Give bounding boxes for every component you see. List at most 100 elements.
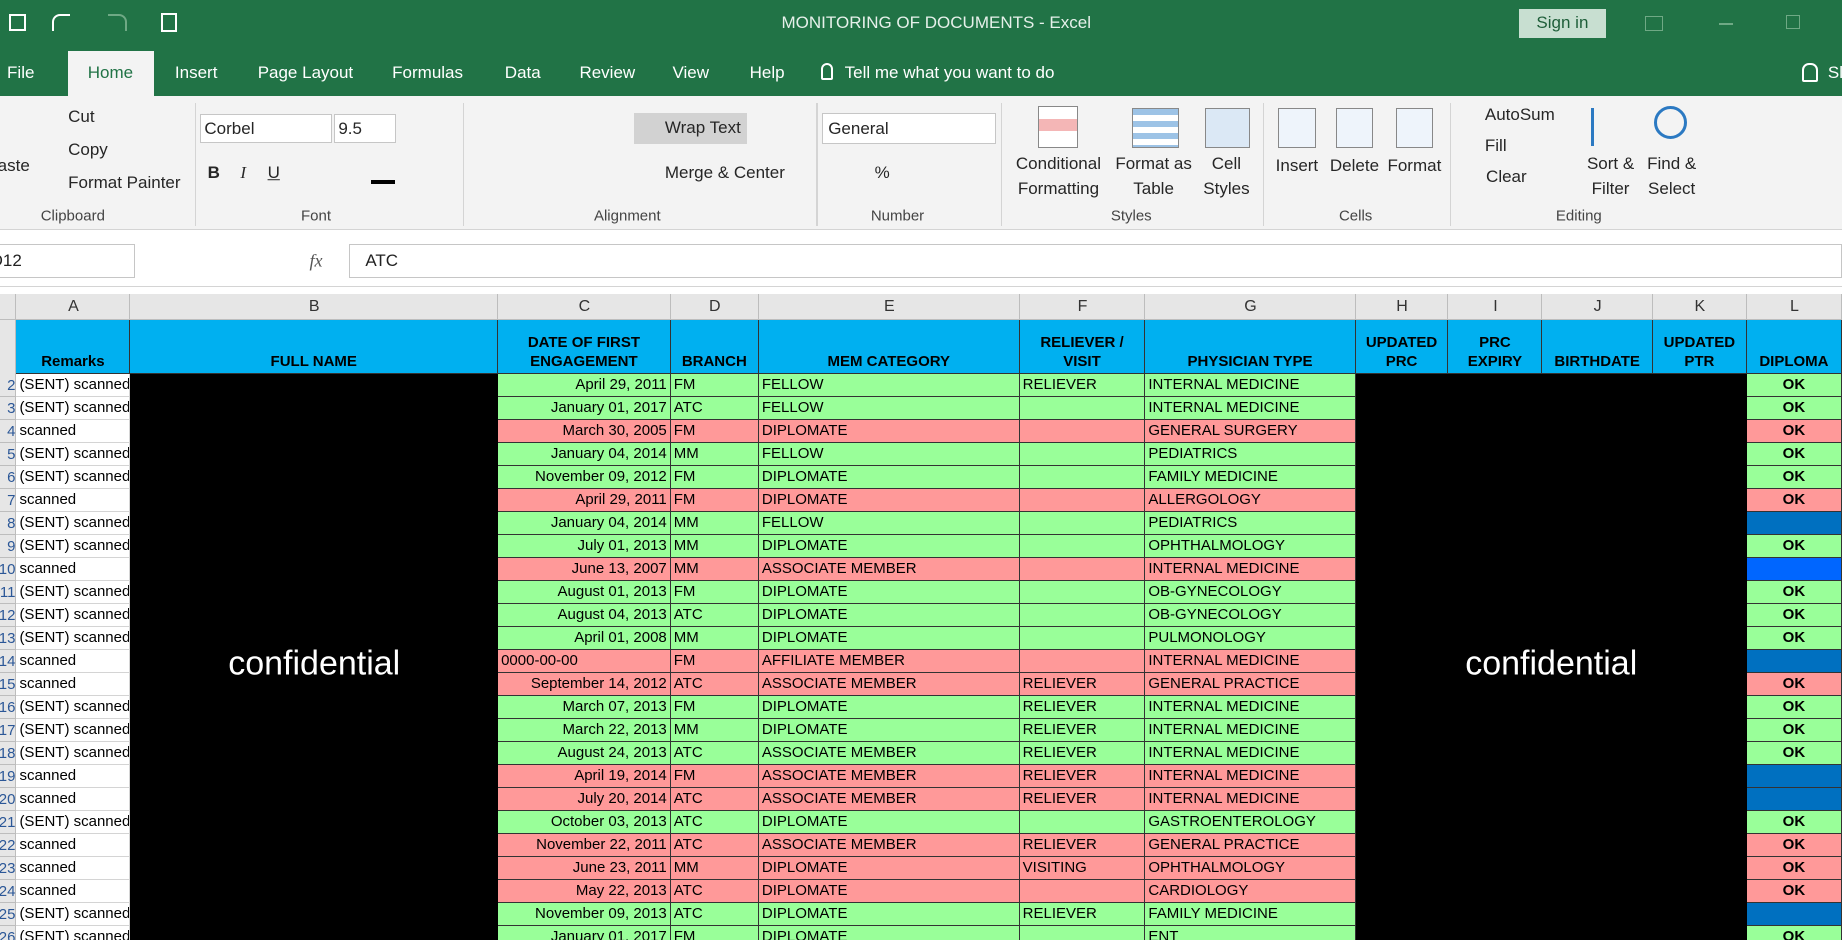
select-all-corner[interactable] bbox=[0, 293, 17, 320]
cell: scanned bbox=[16, 649, 131, 673]
redo-icon[interactable] bbox=[108, 14, 127, 31]
column-header[interactable] bbox=[1542, 293, 1653, 320]
cell: INTERNAL MEDICINE bbox=[1145, 741, 1356, 765]
column-header[interactable] bbox=[1746, 293, 1842, 320]
row-number: 20 bbox=[0, 788, 17, 812]
name-box[interactable] bbox=[0, 244, 136, 279]
column-header[interactable] bbox=[498, 293, 671, 320]
autosum-button[interactable]: AutoSum bbox=[1484, 105, 1555, 125]
bold-button[interactable]: B bbox=[207, 162, 220, 182]
copy-button[interactable]: Copy bbox=[68, 140, 108, 160]
find-select-button[interactable]: Select bbox=[1648, 179, 1696, 199]
column-header[interactable] bbox=[1355, 293, 1449, 320]
font-name-box[interactable] bbox=[199, 113, 333, 144]
formula-input[interactable] bbox=[348, 244, 1842, 279]
name-box-text[interactable]: D12 bbox=[0, 251, 22, 271]
number-format-box[interactable] bbox=[822, 112, 997, 145]
cell: May 22, 2013 bbox=[498, 880, 671, 904]
ribbon-tab[interactable]: Home bbox=[87, 63, 134, 83]
fill-button[interactable]: Fill bbox=[1484, 135, 1507, 155]
row-number-text: 14 bbox=[0, 652, 16, 670]
undo-icon[interactable] bbox=[51, 14, 71, 31]
confidential-block bbox=[1355, 373, 1747, 940]
cell: DIPLOMATE bbox=[758, 488, 1020, 512]
column-header[interactable] bbox=[670, 293, 759, 320]
ribbon-tab[interactable]: File bbox=[7, 63, 35, 83]
column-header[interactable] bbox=[16, 293, 131, 320]
cell: DIPLOMATE bbox=[758, 695, 1020, 719]
function-button[interactable]: fx bbox=[309, 250, 323, 271]
cell-styles-icon[interactable] bbox=[1205, 108, 1250, 148]
ribbon-tab[interactable]: Insert bbox=[174, 63, 218, 83]
clear-button[interactable]: Clear bbox=[1486, 167, 1527, 187]
find-select-button[interactable]: Find & bbox=[1647, 154, 1697, 174]
font-size-box[interactable] bbox=[333, 113, 396, 144]
column-letter: J bbox=[1593, 297, 1602, 315]
tell-me-box[interactable]: Tell me what you want to do bbox=[844, 63, 1055, 83]
column-letter: F bbox=[1077, 297, 1088, 315]
row-number: 22 bbox=[0, 834, 17, 858]
home-tab[interactable] bbox=[68, 50, 154, 98]
row-number-text: 25 bbox=[0, 906, 16, 924]
format-as-table-button[interactable]: Format as bbox=[1115, 154, 1192, 174]
column-header[interactable] bbox=[1145, 293, 1356, 320]
cell: (SENT) scanned bbox=[16, 373, 131, 397]
format-painter-button[interactable]: Format Painter bbox=[68, 173, 181, 193]
ribbon-tab[interactable]: Data bbox=[504, 63, 541, 83]
font-name[interactable]: Corbel bbox=[204, 119, 255, 139]
row-number-text: 20 bbox=[0, 791, 16, 809]
ribbon-tab[interactable]: Sl bbox=[1827, 63, 1842, 83]
format-as-table-icon[interactable] bbox=[1132, 108, 1180, 148]
cut-button[interactable]: Cut bbox=[68, 107, 95, 127]
delete-cells-icon[interactable] bbox=[1335, 108, 1374, 148]
insert-button[interactable]: Insert bbox=[1275, 155, 1319, 175]
insert-cells-icon[interactable] bbox=[1278, 108, 1316, 148]
italic-button[interactable]: I bbox=[240, 162, 247, 182]
row-number: 2 bbox=[0, 374, 17, 397]
format-as-table-button[interactable]: Table bbox=[1133, 179, 1174, 199]
cell: (SENT) scanned bbox=[16, 741, 131, 765]
ribbon-tab[interactable]: Help bbox=[749, 63, 785, 83]
wrap-text-highlight[interactable] bbox=[634, 112, 748, 145]
merge-center-button[interactable]: Merge & Center bbox=[664, 162, 785, 182]
cell: DIPLOMATE bbox=[758, 880, 1020, 904]
conditional-formatting-button[interactable]: Conditional bbox=[1015, 154, 1101, 174]
sort-filter-button[interactable]: Filter bbox=[1591, 179, 1630, 199]
ribbon-tab[interactable]: View bbox=[672, 63, 710, 83]
cell: ATC bbox=[670, 741, 759, 765]
column-letter: K bbox=[1694, 297, 1706, 315]
column-header[interactable] bbox=[758, 293, 1020, 320]
sign-in-label[interactable]: Sign in bbox=[1536, 13, 1589, 33]
conditional-formatting-button[interactable]: Formatting bbox=[1017, 179, 1100, 199]
row-number: 6 bbox=[0, 466, 17, 489]
ribbon-tab[interactable]: Page Layout bbox=[257, 63, 354, 83]
sort-icon[interactable] bbox=[1590, 108, 1631, 146]
column-header[interactable] bbox=[130, 293, 499, 320]
paste-button[interactable]: aste bbox=[0, 155, 30, 175]
sign-in-button[interactable] bbox=[1518, 9, 1606, 38]
ribbon-tab[interactable]: Review bbox=[579, 63, 636, 83]
cell-styles-button[interactable]: Cell bbox=[1211, 154, 1242, 174]
find-icon[interactable] bbox=[1654, 105, 1687, 139]
format-button[interactable]: Format bbox=[1387, 155, 1442, 175]
percent-button[interactable]: % bbox=[874, 162, 890, 182]
print-preview-icon[interactable] bbox=[160, 12, 178, 32]
number-format[interactable]: General bbox=[828, 119, 889, 139]
cell: scanned bbox=[16, 834, 131, 858]
format-cells-icon[interactable] bbox=[1395, 108, 1434, 148]
save-icon[interactable] bbox=[9, 14, 26, 31]
ribbon-tab[interactable]: Formulas bbox=[392, 63, 464, 83]
delete-button[interactable]: Delete bbox=[1329, 155, 1380, 175]
font-size[interactable]: 9.5 bbox=[338, 119, 362, 139]
column-header[interactable] bbox=[1448, 293, 1543, 320]
sort-filter-button[interactable]: Sort & bbox=[1586, 154, 1635, 174]
column-header[interactable] bbox=[1019, 293, 1146, 320]
cell: January 04, 2014 bbox=[498, 511, 671, 535]
underline-button[interactable]: U bbox=[267, 162, 280, 182]
column-header[interactable] bbox=[1652, 293, 1747, 320]
group-separator bbox=[1000, 103, 1003, 226]
wrap-text-button[interactable]: Wrap Text bbox=[664, 118, 741, 138]
cell-styles-button[interactable]: Styles bbox=[1203, 179, 1250, 199]
cell: ATC bbox=[670, 811, 759, 835]
conditional-formatting-icon[interactable] bbox=[1038, 105, 1079, 148]
